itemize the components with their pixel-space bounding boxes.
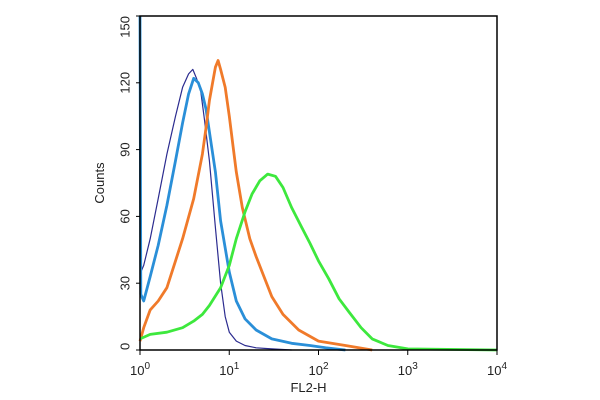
x-tick-exponent: 0 xyxy=(144,361,150,372)
series-layer xyxy=(138,15,498,352)
y-axis-title: Counts xyxy=(92,162,107,204)
histogram-series-4 xyxy=(139,172,498,352)
plot-frame xyxy=(139,15,498,351)
y-tick-label: 60 xyxy=(117,209,132,223)
x-tick-label: 101 xyxy=(219,361,239,378)
y-tick-label: 150 xyxy=(117,16,132,38)
histogram-series-2 xyxy=(138,15,346,352)
histogram-series-3 xyxy=(138,59,373,352)
x-tick-base: 10 xyxy=(487,363,501,378)
x-tick-exponent: 3 xyxy=(412,361,418,372)
x-axis-title: FL2-H xyxy=(290,380,326,395)
x-tick-base: 10 xyxy=(308,363,322,378)
x-tick-exponent: 4 xyxy=(501,361,507,372)
y-tick-label: 30 xyxy=(117,276,132,290)
x-tick-label: 102 xyxy=(308,361,328,378)
y-tick-label: 90 xyxy=(117,142,132,156)
x-tick-base: 10 xyxy=(130,363,144,378)
x-tick-exponent: 2 xyxy=(323,361,329,372)
x-tick-label: 103 xyxy=(398,361,418,378)
y-tick-label: 0 xyxy=(117,343,132,350)
x-tick-label: 104 xyxy=(487,361,507,378)
x-tick-base: 10 xyxy=(219,363,233,378)
histogram-series-1 xyxy=(140,68,292,351)
x-tick-label: 100 xyxy=(130,361,150,378)
y-tick-label: 120 xyxy=(117,72,132,94)
x-tick-base: 10 xyxy=(398,363,412,378)
x-tick-exponent: 1 xyxy=(234,361,240,372)
